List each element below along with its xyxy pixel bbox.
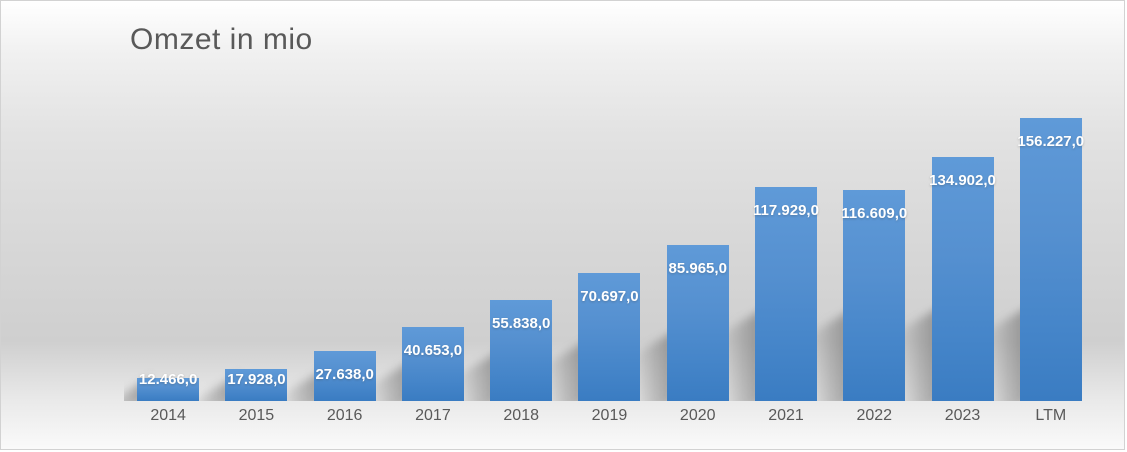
bar-value-label: 156.227,0 xyxy=(1017,133,1085,150)
x-axis-label: 2022 xyxy=(856,407,893,424)
bar-value-label: 27.638,0 xyxy=(315,366,374,383)
x-axis-label: 2020 xyxy=(679,407,716,424)
bar-slot: 117.929,0 xyxy=(718,61,830,401)
bar-2019 xyxy=(578,273,641,401)
bar-value-label: 55.838,0 xyxy=(491,315,551,332)
x-axis-label: 2017 xyxy=(415,407,451,424)
x-axis-label: 2019 xyxy=(591,407,628,424)
bar-slot: 156.227,0 xyxy=(982,61,1095,401)
bar-slot: 27.638,0 xyxy=(276,61,389,401)
bar-slot: 55.838,0 xyxy=(453,61,565,401)
bar-value-label: 12.466,0 xyxy=(138,371,198,388)
bar-2018 xyxy=(490,300,553,401)
bar-slot: 116.609,0 xyxy=(806,61,918,401)
bar-2015 xyxy=(225,369,288,401)
bar-2021 xyxy=(754,187,817,401)
bar-slot: 134.902,0 xyxy=(894,61,1006,401)
bar-2016 xyxy=(313,351,376,401)
x-axis-label: 2023 xyxy=(944,407,981,424)
bar-slot: 17.928,0 xyxy=(188,61,300,401)
x-axis-label: 2014 xyxy=(150,407,186,424)
bar-value-label: 116.609,0 xyxy=(841,205,908,222)
bar-value-label: 85.965,0 xyxy=(668,260,727,277)
plot-area: 12.466,0 17.928,0 27.638,0 40.653,0 55.838,0… xyxy=(124,61,1095,401)
x-axis-label: 2021 xyxy=(768,407,804,424)
x-axis: 2014 2015 2016 2017 2018 2019 2020 2021 2022 2023… xyxy=(124,407,1095,425)
bar-slot: 70.697,0 xyxy=(541,61,653,401)
bar-2020 xyxy=(666,245,729,401)
bar-slot: 85.965,0 xyxy=(629,61,742,401)
bar-LTM xyxy=(1019,118,1082,401)
bar-value-label: 117.929,0 xyxy=(753,202,819,219)
x-axis-label: 2018 xyxy=(503,407,539,424)
x-axis-label: 2016 xyxy=(326,407,363,424)
bar-2014 xyxy=(137,378,200,401)
chart-title: Omzet in mio xyxy=(130,23,313,56)
bar-value-label: 17.928,0 xyxy=(227,371,286,388)
x-axis-label: LTM xyxy=(1035,407,1067,424)
bar-value-label: 70.697,0 xyxy=(580,288,639,305)
bar-2022 xyxy=(843,190,906,401)
bar-value-label: 40.653,0 xyxy=(403,342,463,359)
bar-2017 xyxy=(401,327,464,401)
bar-slot: 40.653,0 xyxy=(364,61,477,401)
bar-value-label: 134.902,0 xyxy=(929,172,996,189)
x-axis-label: 2015 xyxy=(238,407,275,424)
bar-slot: 12.466,0 xyxy=(124,61,212,401)
bar-2023 xyxy=(931,157,994,401)
